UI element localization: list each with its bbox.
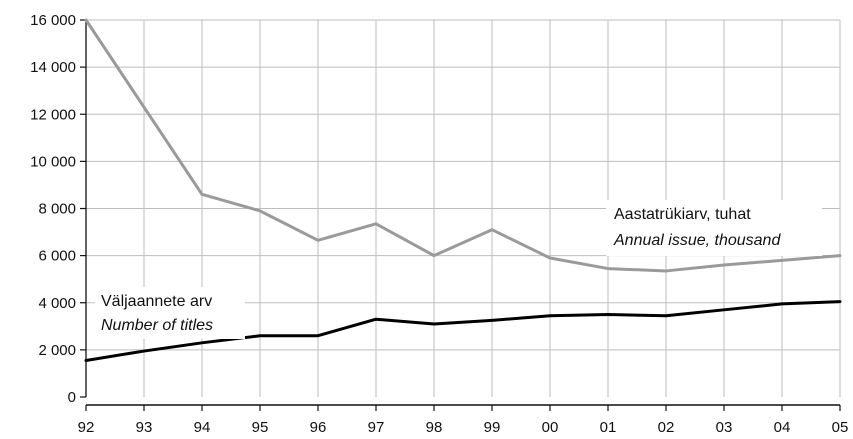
annotation-annual-issue-en: Annual issue, thousand <box>613 232 781 249</box>
y-tick-label: 14 000 <box>30 59 76 76</box>
x-tick-label: 00 <box>542 419 559 436</box>
x-tick-label: 05 <box>832 419 849 436</box>
y-tick-label: 8 000 <box>38 201 76 218</box>
x-tick-label: 97 <box>368 419 385 436</box>
y-tick-label: 12 000 <box>30 106 76 123</box>
y-tick-label: 16 000 <box>30 12 76 29</box>
annotation-number-of-titles-en: Number of titles <box>101 317 213 334</box>
series-line-number-of-titles <box>84 300 842 362</box>
y-tick-label: 0 <box>68 389 76 406</box>
annotation-number-of-titles: Väljaannete arv Number of titles <box>95 287 245 339</box>
y-tick-label: 2 000 <box>38 342 76 359</box>
series-line-annual-issue <box>84 18 842 273</box>
x-tick-label: 94 <box>194 419 211 436</box>
x-tick-labels: 92 93 94 95 96 97 98 99 00 01 02 03 04 05 <box>78 419 849 436</box>
x-tick-label: 99 <box>484 419 501 436</box>
x-tick-label: 92 <box>78 419 95 436</box>
x-tick-label: 98 <box>426 419 443 436</box>
x-tick-label: 04 <box>774 419 791 436</box>
y-tick-labels: 0 2 000 4 000 6 000 8 000 10 000 12 000 14 000 1… <box>30 12 76 406</box>
annotation-annual-issue: Aastatrükiarv, tuhat Annual issue, thous… <box>606 200 822 256</box>
x-tick-label: 93 <box>136 419 153 436</box>
x-tick-label: 96 <box>310 419 327 436</box>
y-tick-label: 6 000 <box>38 248 76 265</box>
series-lines <box>84 18 842 362</box>
x-tick-label: 95 <box>252 419 269 436</box>
x-tick-label: 03 <box>716 419 733 436</box>
x-tick-label: 02 <box>658 419 675 436</box>
annotation-number-of-titles-bg <box>95 287 245 339</box>
annotation-number-of-titles-et: Väljaannete arv <box>101 293 212 310</box>
annotation-annual-issue-bg <box>606 200 822 256</box>
annotation-annual-issue-et: Aastatrükiarv, tuhat <box>614 206 751 223</box>
y-tick-label: 10 000 <box>30 153 76 170</box>
axes <box>80 19 841 411</box>
x-tick-label: 01 <box>600 419 617 436</box>
y-tick-label: 4 000 <box>38 295 76 312</box>
